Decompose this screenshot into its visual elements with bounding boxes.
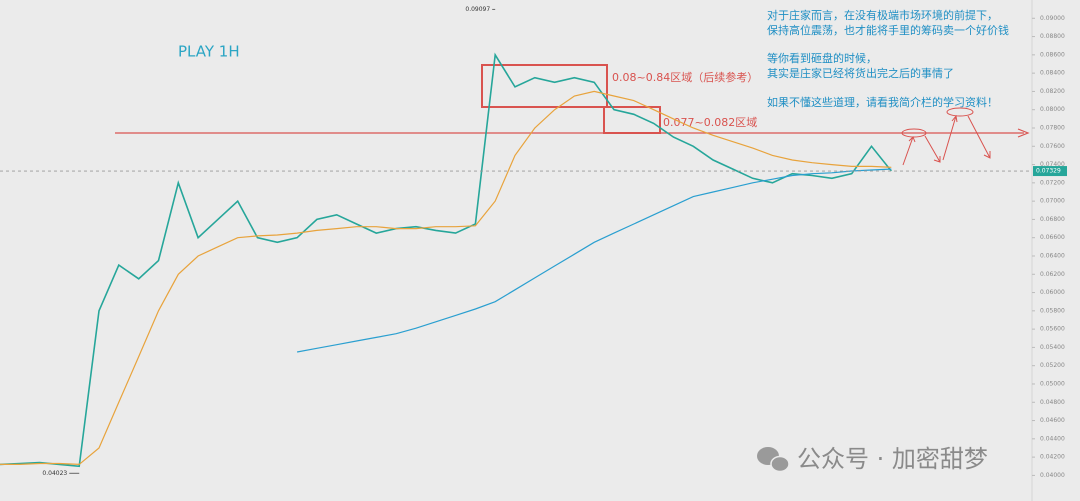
y-tick-label: 0.07000 <box>1040 198 1065 205</box>
y-tick-label: 0.08000 <box>1040 106 1065 113</box>
last-price-tag <box>1033 166 1067 177</box>
ellipse <box>946 107 974 117</box>
low-label: 0.04023 <box>42 470 67 477</box>
y-tick-label: 0.04000 <box>1040 472 1065 479</box>
y-tick-label: 0.06200 <box>1040 271 1065 278</box>
chart-title: PLAY 1H <box>178 43 240 61</box>
note: 等你看到砸盘的时候， <box>767 51 877 65</box>
annotations <box>115 64 1030 166</box>
y-tick-label: 0.06400 <box>1040 252 1065 259</box>
y-tick-label: 0.05000 <box>1040 380 1065 387</box>
y-tick-label: 0.04200 <box>1040 454 1065 461</box>
y-tick-label: 0.08200 <box>1040 88 1065 95</box>
series-line <box>0 52 892 468</box>
note: 保持高位震荡，也才能将手里的筹码卖一个好价钱 <box>767 23 1009 37</box>
y-tick-label: 0.07800 <box>1040 124 1065 131</box>
arrow-head <box>1017 128 1030 138</box>
arrow <box>967 115 991 159</box>
arrow <box>942 114 958 161</box>
y-tick-label: 0.09000 <box>1040 15 1065 22</box>
series-line <box>296 168 892 353</box>
zone-label: 0.077~0.082区域 <box>663 116 757 129</box>
y-tick-label: 0.08800 <box>1040 33 1065 40</box>
high-label: 0.09097 <box>465 6 490 13</box>
y-tick-label: 0.08400 <box>1040 70 1065 77</box>
note: 如果不懂这些道理，请看我简介栏的学习资料！ <box>767 95 998 109</box>
y-tick-label: 0.05200 <box>1040 362 1065 369</box>
zone-label: 0.08~0.84区域（后续参考） <box>612 70 758 84</box>
zone-box <box>481 64 608 108</box>
y-tick-label: 0.07400 <box>1040 161 1065 168</box>
arrow <box>902 136 916 166</box>
y-tick-label: 0.05400 <box>1040 344 1065 351</box>
last-price-label: 0.07329 <box>1036 168 1061 175</box>
y-tick-label: 0.08600 <box>1040 51 1065 58</box>
y-tick-label: 0.07600 <box>1040 143 1065 150</box>
y-tick-label: 0.07200 <box>1040 179 1065 186</box>
watermark: 公众号 · 加密甜梦 <box>797 445 988 473</box>
y-tick-label: 0.04600 <box>1040 417 1065 424</box>
y-tick-label: 0.06000 <box>1040 289 1065 296</box>
y-tick-label: 0.05800 <box>1040 307 1065 314</box>
series-line <box>0 90 892 466</box>
y-tick-label: 0.04400 <box>1040 435 1065 442</box>
arrow <box>924 135 941 163</box>
ellipse <box>901 128 927 138</box>
wechat-icon <box>757 447 790 473</box>
note: 对于庄家而言，在没有极端市场环境的前提下， <box>767 8 998 22</box>
note: 其实是庄家已经将货出完之后的事情了 <box>767 66 954 80</box>
y-tick-label: 0.06800 <box>1040 216 1065 223</box>
y-tick-label: 0.06600 <box>1040 234 1065 241</box>
y-tick-label: 0.05600 <box>1040 326 1065 333</box>
y-tick-label: 0.04800 <box>1040 399 1065 406</box>
